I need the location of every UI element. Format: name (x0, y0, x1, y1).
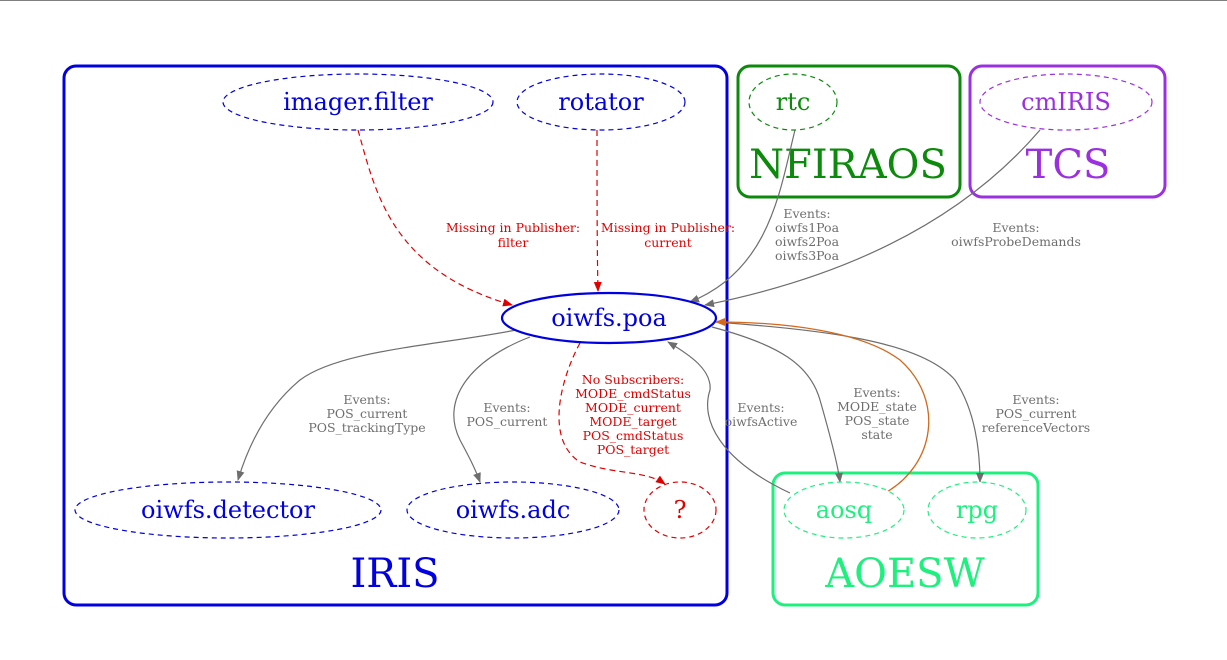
svg-text:Events:: Events: (343, 392, 390, 407)
label-poa-aosq-events: Events: MODE_state POS_state state (837, 385, 917, 442)
cluster-aoesw-label: AOESW (824, 551, 984, 597)
svg-text:Events:: Events: (483, 400, 530, 415)
svg-text:oiwfs3Poa: oiwfs3Poa (775, 248, 840, 263)
svg-text:oiwfs2Poa: oiwfs2Poa (775, 234, 840, 249)
svg-text:MODE_target: MODE_target (589, 414, 676, 429)
svg-text:Events:: Events: (992, 220, 1039, 235)
svg-text:aosq: aosq (816, 496, 872, 524)
node-rtc[interactable]: rtc (748, 73, 838, 131)
label-poa-rpg-events: Events: POS_current referenceVectors (982, 392, 1090, 435)
svg-text:oiwfsProbeDemands: oiwfsProbeDemands (951, 234, 1081, 249)
svg-text:POS_current: POS_current (996, 406, 1077, 421)
edge-rotator-to-poa (593, 129, 602, 292)
edge-poa-to-aosq (711, 326, 843, 483)
node-aosq[interactable]: aosq (783, 481, 905, 539)
svg-text:POS_current: POS_current (327, 406, 408, 421)
svg-text:POS_trackingType: POS_trackingType (308, 420, 425, 435)
svg-text:POS_target: POS_target (597, 442, 669, 457)
label-filter-missing: Missing in Publisher: filter (446, 220, 580, 250)
label-no-subscribers: No Subscribers: MODE_cmdStatus MODE_curr… (575, 372, 691, 457)
svg-text:cmIRIS: cmIRIS (1021, 88, 1111, 116)
label-aosq-events: Events: oiwfsActive (725, 400, 798, 429)
svg-text:Events:: Events: (1012, 392, 1059, 407)
node-oiwfs-poa[interactable]: oiwfs.poa (500, 291, 718, 345)
edge-poa-to-detector (236, 329, 517, 481)
svg-text:oiwfs1Poa: oiwfs1Poa (775, 220, 840, 235)
svg-text:?: ? (674, 496, 687, 524)
svg-text:POS_current: POS_current (467, 414, 548, 429)
svg-text:oiwfs.adc: oiwfs.adc (456, 496, 571, 524)
cluster-tcs: TCS (968, 64, 1167, 199)
svg-text:state: state (861, 427, 892, 442)
svg-text:POS_cmdStatus: POS_cmdStatus (583, 428, 684, 443)
node-cmiris[interactable]: cmIRIS (979, 73, 1153, 131)
node-rotator[interactable]: rotator (516, 73, 686, 131)
svg-text:Events:: Events: (853, 385, 900, 400)
svg-text:rtc: rtc (776, 88, 811, 116)
svg-text:MODE_state: MODE_state (837, 399, 917, 414)
label-detector-events: Events: POS_current POS_trackingType (308, 392, 425, 435)
cluster-nfiraos-label: NFIRAOS (749, 142, 947, 188)
svg-text:oiwfsActive: oiwfsActive (725, 414, 798, 429)
svg-text:MODE_cmdStatus: MODE_cmdStatus (575, 386, 691, 401)
cluster-aoesw: AOESW (771, 471, 1040, 607)
edge-rtc-to-poa (689, 129, 796, 303)
svg-text:Missing in Publisher:: Missing in Publisher: (446, 220, 580, 235)
node-oiwfs-adc[interactable]: oiwfs.adc (406, 481, 620, 539)
svg-text:Events:: Events: (737, 400, 784, 415)
svg-text:oiwfs.detector: oiwfs.detector (141, 496, 315, 524)
svg-text:rpg: rpg (956, 496, 998, 524)
edge-poa-to-adc (453, 336, 531, 483)
edge-poa-to-rpg (715, 321, 984, 483)
cluster-tcs-label: TCS (1026, 142, 1111, 188)
svg-text:Missing in Publisher:: Missing in Publisher: (601, 220, 735, 235)
label-rtc-events: Events: oiwfs1Poa oiwfs2Poa oiwfs3Poa (775, 206, 840, 263)
cluster-iris-label: IRIS (350, 551, 439, 597)
label-rotator-missing: Missing in Publisher: current (601, 220, 735, 250)
cluster-iris: IRIS (62, 64, 729, 607)
label-cmiris-events: Events: oiwfsProbeDemands (951, 220, 1081, 249)
top-border-line (0, 0, 1227, 1)
edge-aosq-to-poa-orange (715, 318, 930, 494)
svg-text:Events:: Events: (783, 206, 830, 221)
svg-text:No Subscribers:: No Subscribers: (582, 372, 684, 387)
svg-text:MODE_current: MODE_current (585, 400, 681, 415)
svg-text:referenceVectors: referenceVectors (982, 420, 1090, 435)
edge-aosq-to-poa (667, 341, 791, 494)
node-unknown[interactable]: ? (643, 481, 717, 539)
edge-poa-to-unknown (558, 342, 666, 485)
node-rpg[interactable]: rpg (927, 481, 1027, 539)
svg-text:current: current (644, 235, 691, 250)
svg-text:POS_state: POS_state (845, 413, 910, 428)
svg-text:imager.filter: imager.filter (283, 88, 433, 116)
edge-filter-to-poa (357, 129, 513, 307)
svg-text:oiwfs.poa: oiwfs.poa (551, 304, 667, 332)
node-oiwfs-detector[interactable]: oiwfs.detector (74, 481, 382, 539)
svg-text:rotator: rotator (558, 88, 644, 116)
cluster-nfiraos: NFIRAOS (736, 64, 962, 199)
node-imager-filter[interactable]: imager.filter (222, 73, 494, 131)
edge-cmiris-to-poa (704, 129, 1041, 308)
label-adc-events: Events: POS_current (467, 400, 548, 429)
svg-text:filter: filter (498, 235, 529, 250)
